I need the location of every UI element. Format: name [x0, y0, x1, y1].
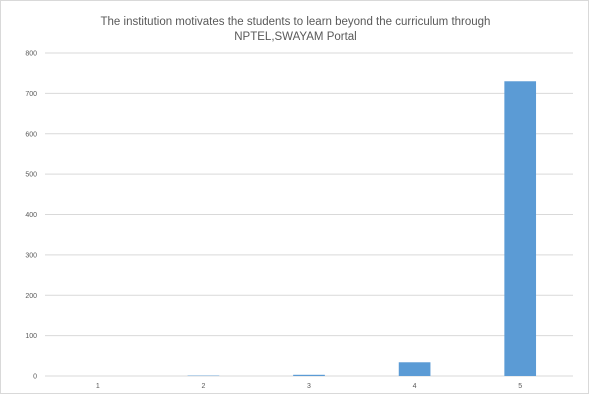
y-tick-label-500: 500 [25, 172, 37, 179]
y-tick-label-800: 800 [25, 51, 37, 58]
y-tick-label-0: 0 [33, 374, 37, 381]
y-tick-label-200: 200 [25, 293, 37, 300]
bars [187, 81, 537, 376]
x-tick-label-1: 1 [96, 383, 100, 390]
chart-title-line-2: NPTEL,SWAYAM Portal [234, 31, 357, 43]
chart-title-line-1: The institution motivates the students t… [100, 16, 491, 28]
y-tick-label-600: 600 [25, 131, 37, 138]
x-tick-label-4: 4 [413, 383, 417, 390]
y-axis-ticks: 0 100 200 300 400 500 600 700 800 [25, 51, 37, 381]
y-tick-label-100: 100 [25, 333, 37, 340]
chart-title: The institution motivates the students t… [41, 15, 550, 45]
bar-3 [293, 374, 325, 376]
y-tick-label-400: 400 [25, 212, 37, 219]
x-axis-ticks: 1 2 3 4 5 [96, 383, 522, 390]
gridlines [45, 52, 573, 377]
x-tick-label-3: 3 [307, 383, 311, 390]
x-tick-label-5: 5 [518, 383, 522, 390]
x-tick-label-2: 2 [201, 383, 205, 390]
bar-4 [398, 362, 431, 376]
y-tick-label-300: 300 [25, 252, 37, 259]
bar-5 [504, 81, 537, 376]
y-tick-label-700: 700 [25, 91, 37, 98]
